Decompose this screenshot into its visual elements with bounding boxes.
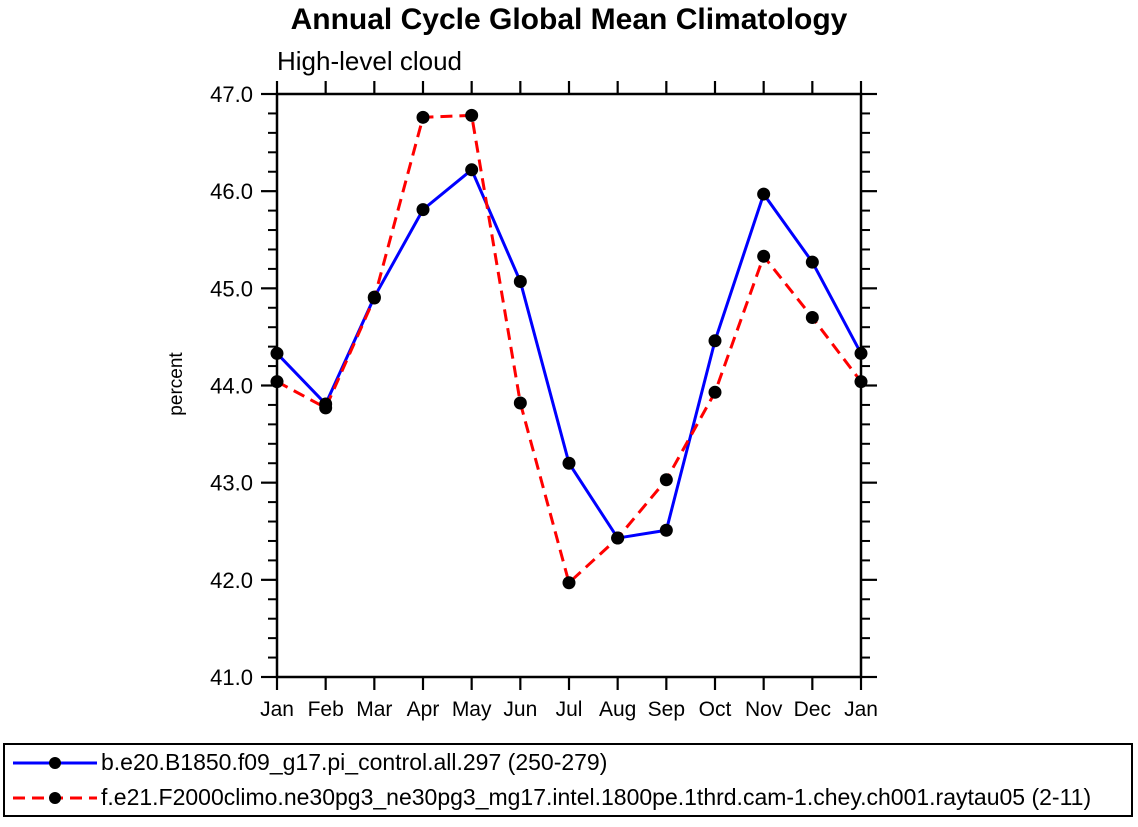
- x-tick-label: Mar: [356, 698, 392, 721]
- legend-item-series-1: b.e20.B1850.f09_g17.pi_control.all.297 (…: [5, 749, 1131, 777]
- legend-label: b.e20.B1850.f09_g17.pi_control.all.297 (…: [101, 749, 608, 775]
- legend-line-sample-blue: [13, 756, 97, 769]
- x-tick-label: Feb: [308, 698, 344, 721]
- data-point-marker: [708, 334, 722, 348]
- legend-label: f.e21.F2000climo.ne30pg3_ne30pg3_mg17.in…: [101, 784, 1092, 810]
- data-point-marker: [805, 310, 819, 324]
- legend: b.e20.B1850.f09_g17.pi_control.all.297 (…: [3, 743, 1133, 817]
- chart-title: Annual Cycle Global Mean Climatology: [290, 3, 848, 36]
- y-tick-label: 41.0: [210, 665, 253, 690]
- data-point-marker: [513, 275, 527, 289]
- x-tick-label: Jul: [556, 698, 583, 721]
- data-point-marker: [319, 401, 333, 415]
- data-point-marker: [659, 523, 673, 537]
- x-tick-label: Dec: [794, 698, 831, 721]
- data-point-marker: [465, 108, 479, 122]
- data-point-marker: [270, 375, 284, 389]
- data-point-marker: [513, 396, 527, 410]
- legend-marker: [49, 756, 61, 769]
- x-tick-label: Sep: [648, 698, 685, 721]
- x-tick-label: Oct: [699, 698, 732, 721]
- data-point-marker: [757, 249, 771, 263]
- data-point-marker: [854, 375, 868, 389]
- data-point-marker: [659, 473, 673, 487]
- data-point-marker: [562, 456, 576, 470]
- data-point-marker: [757, 187, 771, 201]
- x-tick-label: Aug: [599, 698, 636, 721]
- data-point-marker: [465, 163, 479, 177]
- y-tick-label: 47.0: [210, 82, 253, 107]
- x-tick-label: Jan: [260, 698, 294, 721]
- data-point-marker: [562, 576, 576, 590]
- data-point-marker: [854, 346, 868, 360]
- y-tick-label: 43.0: [210, 471, 253, 496]
- data-point-marker: [416, 110, 430, 124]
- plot-area: 41.0 42.0 43.0 44.0 45.0 46.0 47.0 Jan Feb Mar Apr…: [210, 81, 878, 721]
- series-line-2: [276, 113, 863, 586]
- data-point-marker: [416, 203, 430, 217]
- data-point-marker: [367, 291, 381, 305]
- data-point-marker: [805, 255, 819, 269]
- data-point-marker: [708, 385, 722, 399]
- x-tick-label: Jan: [844, 698, 878, 721]
- x-tick-label: Nov: [745, 698, 783, 721]
- chart-subtitle: High-level cloud: [277, 46, 462, 76]
- legend-item-series-2: f.e21.F2000climo.ne30pg3_ne30pg3_mg17.in…: [5, 784, 1131, 812]
- y-tick-label: 46.0: [210, 179, 253, 204]
- y-tick-label: 42.0: [210, 568, 253, 593]
- x-tick-label: May: [452, 698, 492, 721]
- x-tick-label: Apr: [407, 698, 440, 721]
- series-line-1: [275, 167, 863, 540]
- legend-line-sample-red: [13, 791, 97, 804]
- y-tick-label: 45.0: [210, 276, 253, 301]
- legend-marker: [49, 791, 61, 804]
- data-point-marker: [270, 346, 284, 360]
- y-tick-label: 44.0: [210, 374, 253, 399]
- plot-frame: [275, 92, 863, 679]
- data-point-marker: [611, 531, 625, 545]
- x-tick-label: Jun: [503, 698, 537, 721]
